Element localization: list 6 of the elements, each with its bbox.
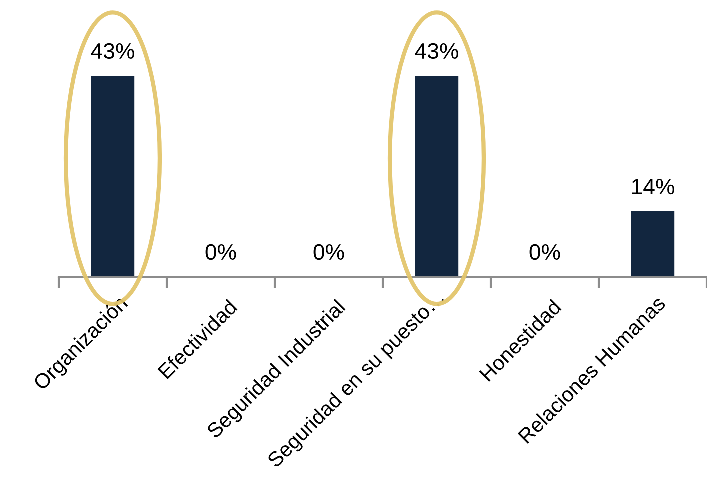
data-label: 43% (91, 43, 134, 60)
data-label: 0% (206, 244, 236, 260)
data-label: 43% (415, 43, 458, 60)
data-label: 14% (632, 179, 674, 195)
data-label: 0% (530, 244, 560, 260)
data-label: 0% (314, 244, 344, 260)
